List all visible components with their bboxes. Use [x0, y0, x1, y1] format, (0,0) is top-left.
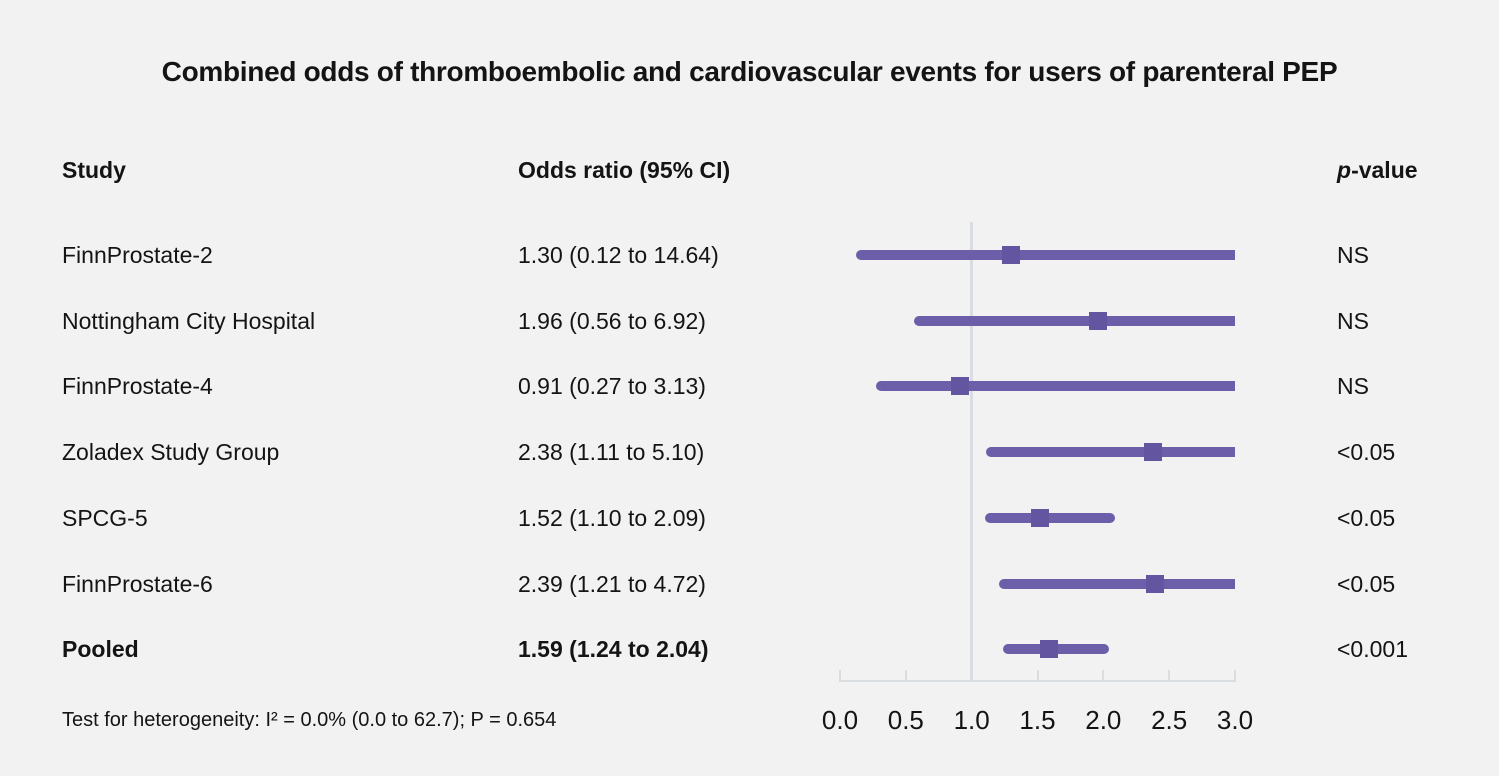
ci-line — [999, 578, 1235, 589]
p-value: <0.001 — [1337, 636, 1408, 663]
x-axis-tick-label: 1.0 — [953, 705, 990, 735]
point-estimate-marker — [1040, 640, 1059, 659]
ci-line — [855, 250, 1235, 260]
point-estimate-marker — [950, 377, 969, 396]
x-axis-tick — [1234, 670, 1236, 680]
point-estimate-marker — [1089, 311, 1108, 330]
study-label: FinnProstate-6 — [62, 570, 213, 597]
p-value: NS — [1337, 307, 1369, 334]
point-estimate-marker — [1002, 246, 1021, 264]
odds-ratio-value: 2.38 (1.11 to 5.10) — [518, 439, 705, 466]
x-axis-tick-label: 1.5 — [1019, 705, 1056, 735]
study-label: Nottingham City Hospital — [62, 307, 316, 334]
ci-line — [986, 447, 1235, 458]
column-header-study: Study — [62, 157, 126, 183]
x-axis-tick — [1102, 670, 1105, 680]
column-header-pvalue: p-value — [1337, 157, 1418, 183]
x-axis-tick — [970, 670, 973, 680]
p-value: NS — [1337, 242, 1369, 268]
study-label: FinnProstate-4 — [62, 373, 213, 400]
pvalue-italic-p: p — [1337, 157, 1352, 183]
x-axis-tick-label: 0.5 — [887, 705, 924, 735]
x-axis-line — [839, 680, 1236, 682]
point-estimate-marker — [1144, 443, 1163, 462]
x-axis-tick — [1168, 670, 1171, 680]
p-value: <0.05 — [1337, 570, 1396, 597]
x-axis-tick — [1036, 670, 1039, 680]
odds-ratio-value: 1.96 (0.56 to 6.92) — [518, 307, 706, 334]
point-estimate-marker — [1145, 574, 1164, 593]
point-estimate-marker — [1031, 508, 1050, 527]
x-axis-tick — [839, 670, 841, 680]
reference-line — [970, 222, 974, 682]
study-label: SPCG-5 — [62, 504, 148, 531]
p-value: <0.05 — [1337, 439, 1396, 466]
p-value: NS — [1337, 373, 1369, 400]
ci-line — [875, 381, 1235, 392]
x-axis-tick-label: 2.5 — [1151, 705, 1188, 735]
heterogeneity-note: Test for heterogeneity: I² = 0.0% (0.0 t… — [62, 709, 557, 731]
odds-ratio-value: 1.52 (1.10 to 2.09) — [518, 504, 706, 531]
ci-line — [913, 315, 1235, 326]
p-value: <0.05 — [1337, 504, 1396, 531]
ci-line — [984, 512, 1116, 523]
x-axis-tick-label: 3.0 — [1216, 705, 1254, 735]
study-label: Pooled — [62, 636, 139, 663]
study-label: FinnProstate-2 — [62, 242, 213, 268]
odds-ratio-value: 1.30 (0.12 to 14.64) — [518, 242, 719, 268]
odds-ratio-value: 2.39 (1.21 to 4.72) — [518, 570, 706, 597]
x-axis-tick — [904, 670, 907, 680]
x-axis-tick-label: 2.0 — [1085, 705, 1122, 735]
odds-ratio-value: 1.59 (1.24 to 2.04) — [518, 636, 709, 663]
column-header-odds-ratio: Odds ratio (95% CI) — [518, 157, 731, 183]
odds-ratio-value: 0.91 (0.27 to 3.13) — [518, 373, 706, 400]
study-label: Zoladex Study Group — [62, 439, 280, 466]
chart-title: Combined odds of thromboembolic and card… — [161, 56, 1338, 87]
x-axis-tick-label: 0.0 — [821, 705, 859, 735]
